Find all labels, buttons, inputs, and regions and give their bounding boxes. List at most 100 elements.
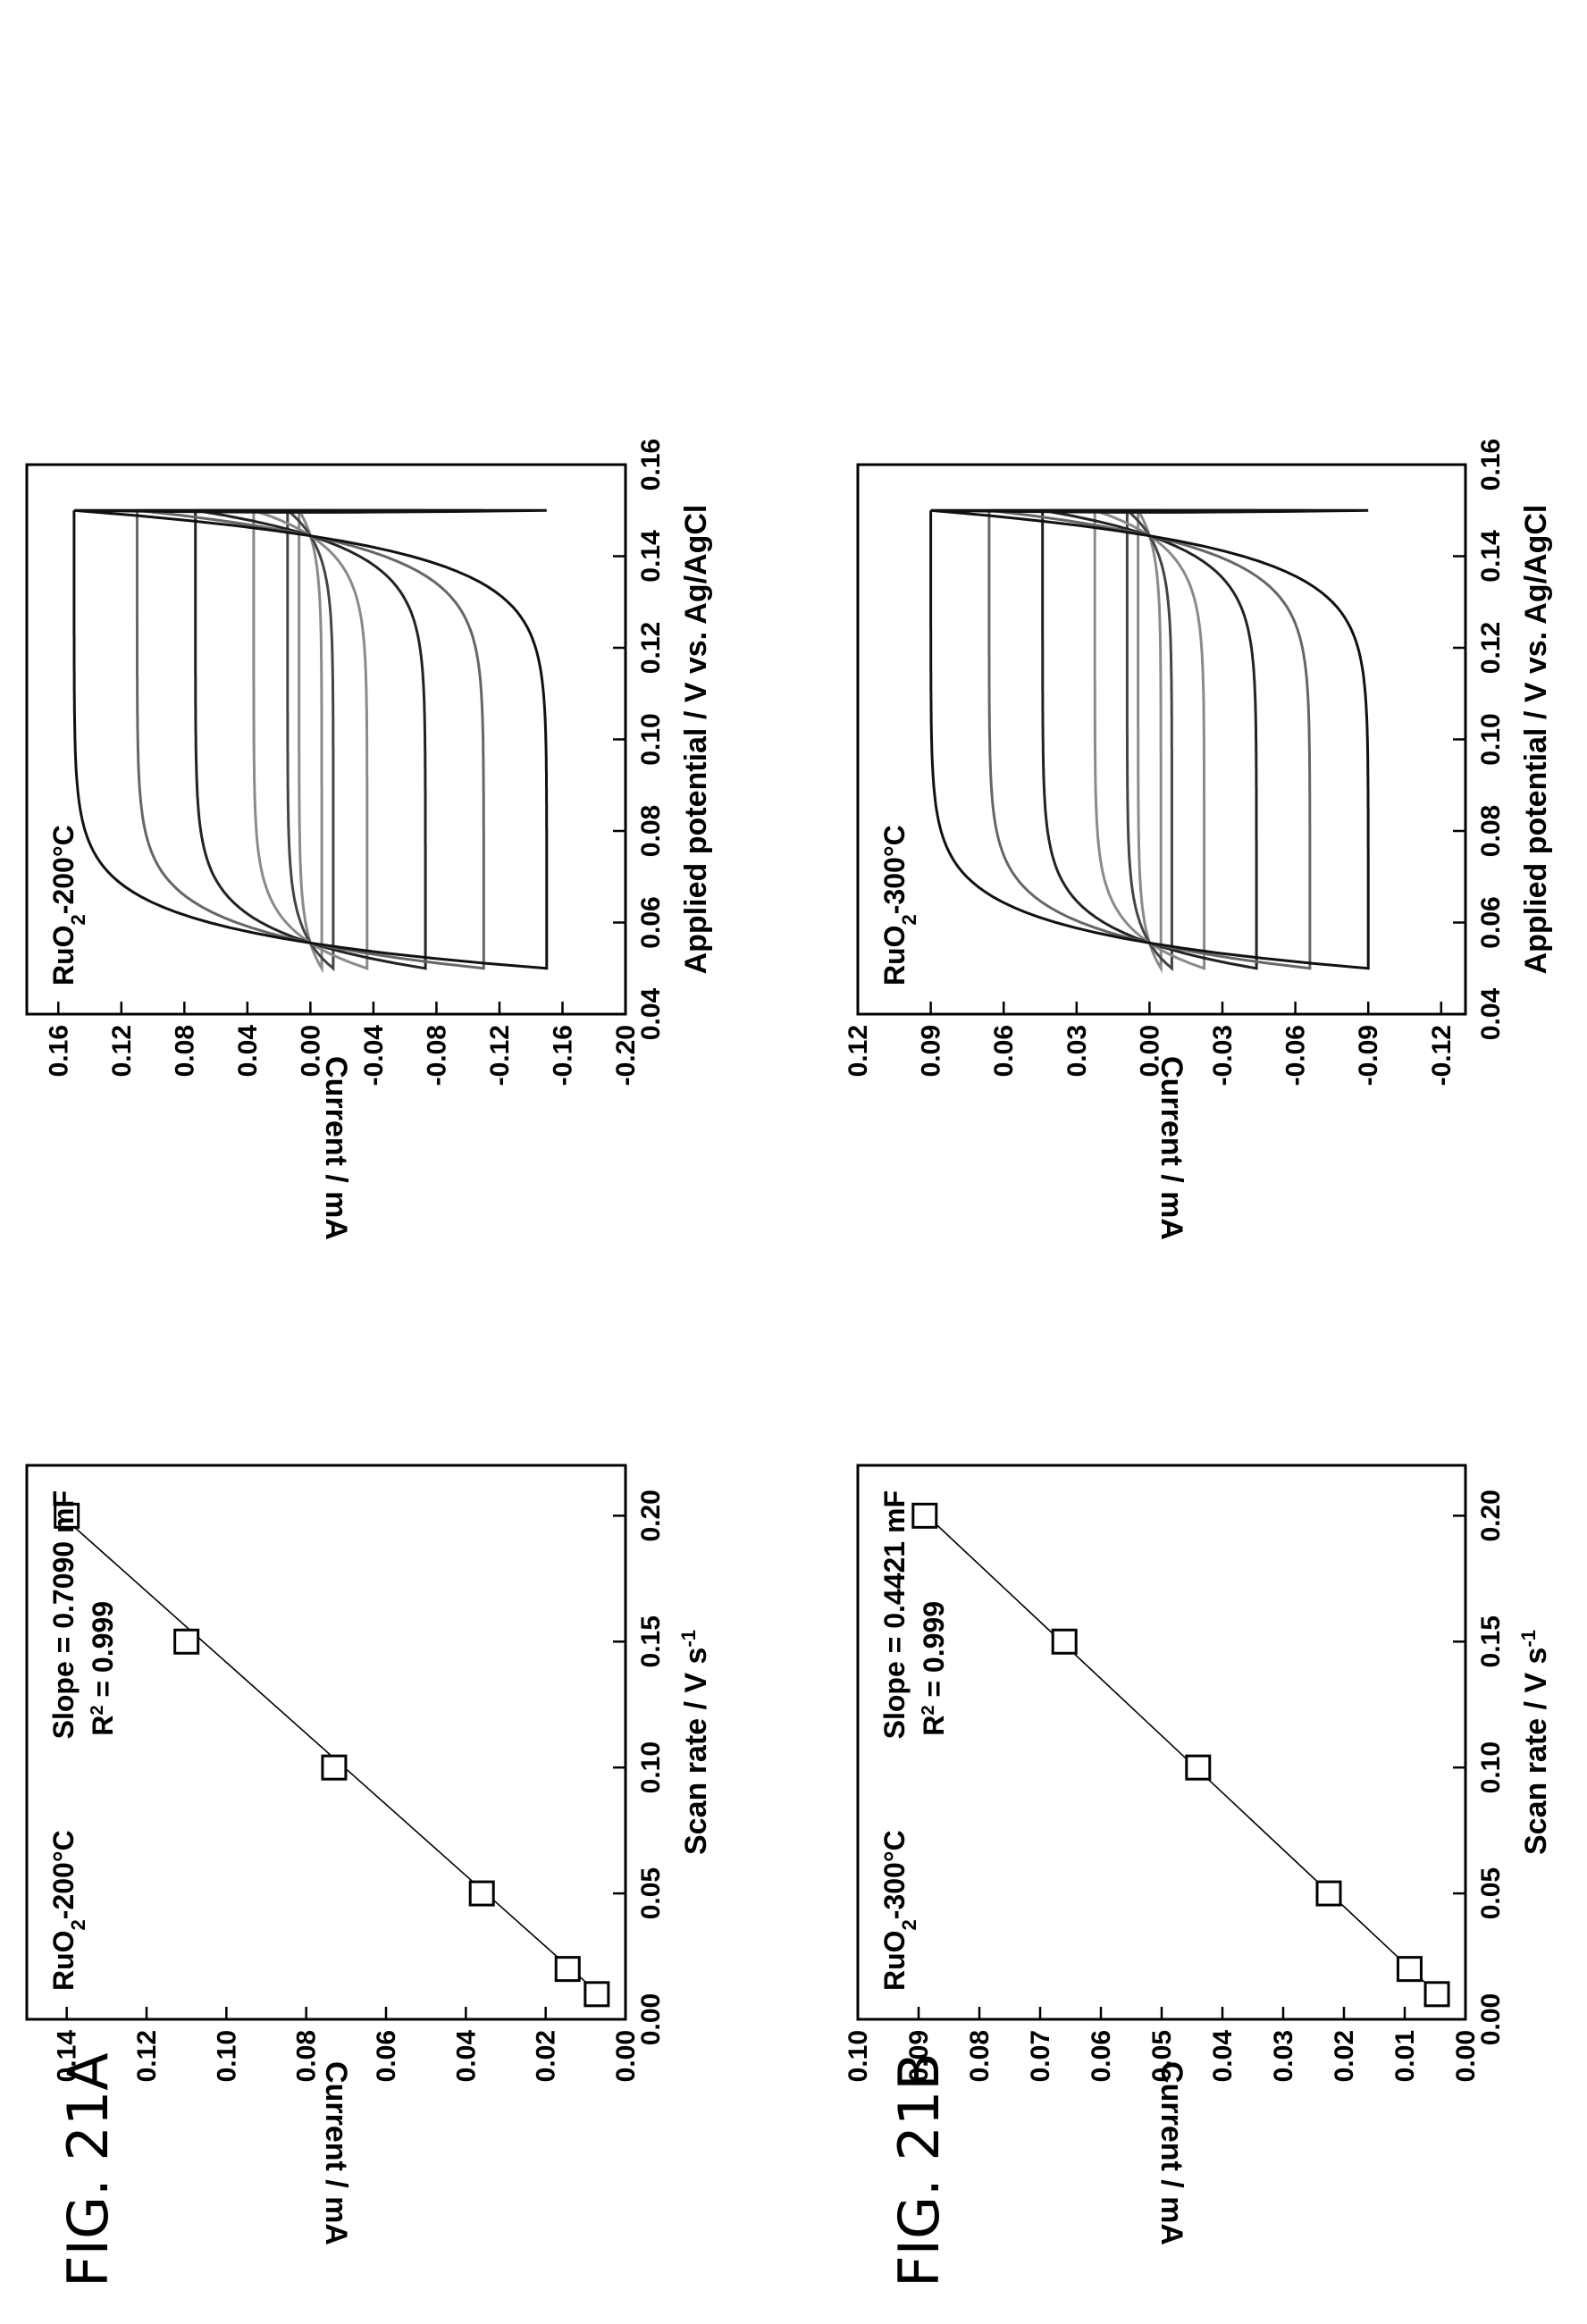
slope-annotation: Slope = 0.4421 mF [878, 1490, 911, 1739]
slope-annotation: Slope = 0.7090 mF [47, 1490, 80, 1739]
y-tick-label: 0.16 [44, 1025, 73, 1077]
y-axis-title: Current / mA [319, 1056, 353, 1240]
cv-curve [987, 508, 1312, 970]
x-tick-label: 0.05 [636, 1867, 666, 1919]
x-tick-label: 0.10 [1476, 1741, 1506, 1793]
r-squared-value: = 0.999 [87, 1601, 119, 1706]
y-tick-label: 0.03 [1062, 1025, 1092, 1077]
y-tick-label: 0.01 [1390, 2030, 1420, 2082]
data-point [468, 1880, 495, 1907]
cv-curve [929, 508, 1370, 970]
x-tick-label: 0.14 [636, 530, 666, 583]
data-point [911, 1502, 938, 1529]
y-tick-label: 0.04 [233, 1025, 263, 1078]
data-point [584, 1981, 610, 2008]
data-point [54, 1502, 80, 1529]
cv-curve [135, 508, 485, 970]
cv-curve [72, 508, 549, 970]
sample-label-subscript: 2 [67, 914, 89, 925]
figure-label-21a: FIG. 21A [55, 2052, 121, 2287]
y-tick-label: 0.06 [372, 2030, 401, 2082]
r-squared-annotation: R2 = 0.999 [87, 1601, 119, 1736]
x-tick-label: 0.06 [636, 896, 666, 948]
y-tick-label: -0.16 [548, 1025, 577, 1086]
y-tick-label: 0.00 [611, 2030, 641, 2082]
y-tick-label: 0.06 [1087, 2030, 1116, 2082]
y-tick-label: -0.04 [359, 1025, 389, 1086]
y-tick-label: -0.12 [485, 1025, 515, 1086]
data-point [1315, 1880, 1342, 1907]
fit-line [926, 1514, 1444, 2001]
x-axis-title-superscript: -1 [677, 1630, 700, 1648]
x-tick-label: 0.05 [1476, 1867, 1506, 1919]
y-tick-label: 0.12 [107, 1025, 137, 1077]
x-tick-label: 0.06 [1476, 896, 1506, 948]
y-tick-label: 0.00 [1135, 1025, 1164, 1077]
x-tick-label: 0.00 [636, 1993, 666, 2045]
y-tick-label: -0.09 [1354, 1025, 1383, 1086]
y-tick-label: -0.03 [1208, 1025, 1238, 1086]
sample-label: RuO2-300°C [878, 825, 920, 986]
cv-curve [1135, 508, 1163, 974]
data-point [173, 1628, 200, 1655]
data-point [1423, 1981, 1450, 2008]
y-tick-label: 0.09 [917, 1025, 946, 1077]
y-tick-label: 0.14 [53, 2030, 82, 2083]
y-tick-label: 0.02 [1330, 2030, 1359, 2082]
x-tick-label: 0.12 [1476, 622, 1506, 674]
data-point [321, 1754, 348, 1781]
sample-label-subscript: 2 [898, 914, 920, 925]
data-point [554, 1956, 581, 1983]
x-tick-label: 0.08 [636, 805, 666, 857]
y-tick-label: -0.20 [611, 1025, 641, 1086]
sample-label-suffix: -300°C [878, 825, 911, 914]
y-tick-label: 0.00 [296, 1025, 325, 1077]
x-tick-label: 0.14 [1476, 530, 1506, 583]
r-squared-annotation: R2 = 0.999 [918, 1601, 950, 1736]
linear-fit-chart-21a: 0.00 0.05 0.10 0.15 0.20 0.00 0.02 0.04 0.06 0.08… [25, 1464, 713, 2245]
plot-frame [856, 1464, 1467, 2021]
x-axis-title: Scan rate / V s-1 [1517, 1630, 1554, 1855]
r-squared-superscript: 2 [88, 1706, 107, 1716]
plot-frame [25, 1464, 627, 2021]
r-squared-superscript: 2 [919, 1706, 938, 1716]
x-tick-label: 0.10 [636, 713, 666, 765]
figure-label-21b: FIG. 21B [886, 2052, 952, 2287]
cv-curve [194, 508, 427, 970]
cv-curve [283, 508, 335, 972]
y-tick-label: 0.08 [965, 2030, 995, 2082]
cv-curve [1093, 508, 1206, 970]
x-tick-label: 0.12 [636, 622, 666, 674]
x-axis-title: Applied potential / V vs. Ag/AgCl [679, 505, 713, 975]
y-tick-label: 0.00 [1451, 2030, 1481, 2082]
sample-label: RuO2-300°C [878, 1830, 920, 1991]
y-tick-label: 0.10 [212, 2030, 241, 2082]
x-tick-label: 0.16 [1476, 439, 1506, 491]
y-tick-label: -0.12 [1427, 1025, 1457, 1086]
sample-label-subscript: 2 [67, 1919, 89, 1930]
x-tick-label: 0.08 [1476, 805, 1506, 857]
y-tick-label: 0.09 [904, 2030, 934, 2082]
x-tick-label: 0.15 [636, 1615, 666, 1667]
cv-curve [252, 508, 369, 970]
y-tick-label: 0.12 [844, 1025, 873, 1077]
y-tick-label: 0.05 [1147, 2030, 1177, 2082]
x-tick-label: 0.10 [636, 1741, 666, 1793]
sample-label: RuO2-200°C [47, 1830, 89, 1991]
data-point [1051, 1628, 1078, 1655]
sample-label-subscript: 2 [898, 1919, 920, 1930]
x-axis-title: Applied potential / V vs. Ag/AgCl [1519, 505, 1553, 975]
y-tick-label: 0.02 [532, 2030, 561, 2082]
y-tick-label: 0.07 [1026, 2030, 1055, 2082]
y-tick-label: -0.08 [422, 1025, 451, 1086]
y-tick-label: 0.10 [844, 2030, 873, 2082]
y-axis-title: Current / mA [1155, 2061, 1188, 2245]
x-axis-title-superscript: -1 [1517, 1630, 1540, 1648]
r-squared-value: = 0.999 [918, 1601, 950, 1706]
cv-curve [1123, 508, 1173, 972]
cv-chart-21b: 0.04 0.06 0.08 0.10 0.12 0.14 0.16 0.12 0.09 0.06… [844, 439, 1553, 1240]
cv-curve [297, 508, 323, 974]
cv-chart-21a: 0.04 0.06 0.08 0.10 0.12 0.14 0.16 0.16 0.12 0.08… [25, 439, 713, 1240]
cv-curve [1041, 508, 1258, 970]
sample-label-suffix: -200°C [47, 1830, 80, 1919]
